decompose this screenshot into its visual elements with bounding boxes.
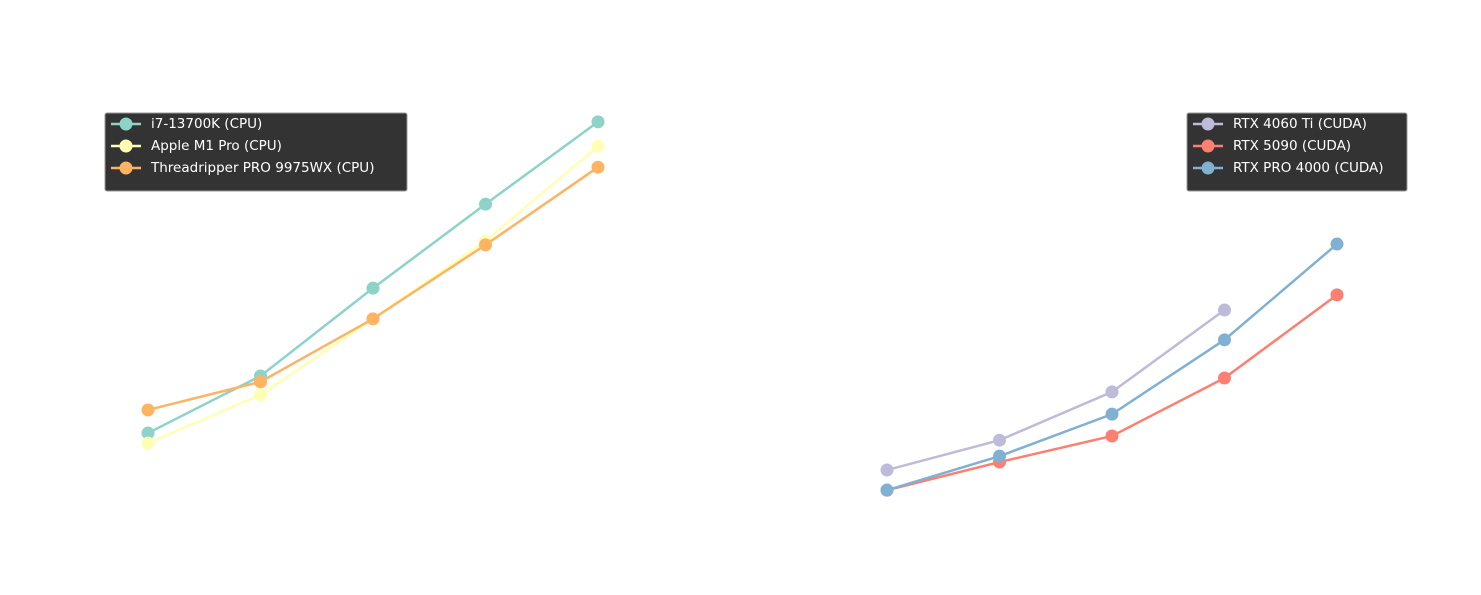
legend-marker <box>1201 139 1215 153</box>
point <box>591 160 605 174</box>
point <box>1105 385 1119 399</box>
point <box>591 115 605 129</box>
point <box>1105 429 1119 443</box>
point <box>880 483 894 497</box>
legend-label: Threadripper PRO 9975WX (CPU) <box>150 160 374 176</box>
legend-label: RTX PRO 4000 (CUDA) <box>1233 160 1384 176</box>
legend-label: i7-13700K (CPU) <box>151 116 262 132</box>
point <box>254 388 267 402</box>
point <box>141 403 155 417</box>
legend-marker <box>119 117 133 131</box>
series-line <box>886 308 1226 472</box>
point <box>1218 371 1231 385</box>
legend-box <box>104 112 408 192</box>
point <box>591 139 605 153</box>
legend-label: RTX 5090 (CUDA) <box>1233 138 1351 154</box>
point <box>993 433 1006 447</box>
point <box>1218 333 1231 347</box>
point <box>993 449 1006 463</box>
legend-label: RTX 4060 Ti (CUDA) <box>1233 116 1367 132</box>
point <box>1105 407 1119 421</box>
legend-marker <box>1201 117 1215 131</box>
point <box>479 197 492 211</box>
point <box>366 281 380 295</box>
legend-marker <box>1201 161 1215 175</box>
legend-box <box>1186 112 1408 192</box>
point <box>254 375 267 389</box>
point <box>1330 288 1344 302</box>
point <box>141 426 155 440</box>
point <box>366 312 380 326</box>
legend-label: Apple M1 Pro (CPU) <box>151 138 282 154</box>
legend-marker <box>119 139 133 153</box>
point <box>479 238 492 252</box>
point <box>141 436 155 450</box>
point <box>1218 303 1231 317</box>
legend-marker <box>119 161 133 175</box>
point <box>880 463 894 477</box>
point <box>1330 237 1344 251</box>
